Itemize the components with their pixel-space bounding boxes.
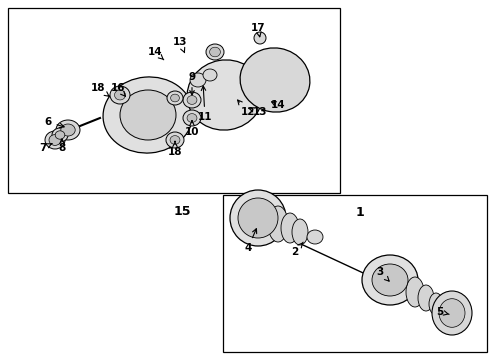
Ellipse shape: [103, 77, 193, 153]
Ellipse shape: [167, 91, 183, 105]
Ellipse shape: [206, 44, 224, 60]
Text: 11: 11: [198, 86, 212, 122]
Ellipse shape: [183, 110, 201, 126]
Ellipse shape: [166, 132, 184, 148]
Ellipse shape: [203, 69, 217, 81]
Ellipse shape: [240, 48, 310, 112]
Text: 9: 9: [189, 72, 196, 95]
Text: 16: 16: [111, 83, 125, 96]
Ellipse shape: [432, 291, 472, 335]
Text: 10: 10: [185, 121, 199, 137]
Ellipse shape: [307, 230, 323, 244]
Bar: [223, 195, 487, 352]
Text: 4: 4: [245, 229, 257, 253]
Ellipse shape: [210, 47, 220, 57]
Text: 6: 6: [45, 117, 64, 128]
Text: 3: 3: [376, 267, 389, 281]
Ellipse shape: [238, 198, 278, 238]
Ellipse shape: [418, 285, 434, 311]
Ellipse shape: [281, 213, 299, 243]
Ellipse shape: [230, 190, 286, 246]
Ellipse shape: [372, 264, 408, 296]
Ellipse shape: [120, 90, 176, 140]
Text: 2: 2: [292, 242, 303, 257]
Ellipse shape: [187, 96, 197, 104]
Ellipse shape: [56, 120, 80, 140]
Text: 1: 1: [356, 206, 365, 219]
Ellipse shape: [362, 255, 418, 305]
Text: 12: 12: [238, 100, 255, 117]
Ellipse shape: [187, 60, 263, 130]
Text: 18: 18: [91, 83, 109, 96]
Ellipse shape: [190, 73, 206, 87]
Ellipse shape: [429, 293, 443, 315]
Ellipse shape: [406, 277, 424, 307]
Ellipse shape: [61, 124, 75, 136]
Ellipse shape: [292, 219, 308, 245]
Ellipse shape: [183, 92, 201, 108]
Text: 13: 13: [173, 37, 187, 53]
Text: 7: 7: [39, 143, 52, 153]
Text: 8: 8: [58, 139, 66, 153]
Text: 18: 18: [168, 141, 182, 157]
Bar: [8, 8, 340, 193]
Ellipse shape: [110, 86, 130, 104]
Ellipse shape: [439, 299, 465, 327]
Ellipse shape: [170, 136, 180, 144]
Text: 15: 15: [173, 205, 191, 218]
Text: 17: 17: [251, 23, 265, 37]
Ellipse shape: [55, 131, 65, 139]
Ellipse shape: [49, 135, 61, 145]
Ellipse shape: [187, 114, 197, 122]
Ellipse shape: [52, 128, 68, 142]
Text: 13: 13: [249, 107, 267, 117]
Text: 14: 14: [147, 47, 164, 60]
Ellipse shape: [115, 90, 125, 100]
Ellipse shape: [171, 94, 179, 102]
Ellipse shape: [268, 206, 288, 242]
Ellipse shape: [45, 131, 65, 149]
Text: 5: 5: [437, 307, 449, 317]
Text: 14: 14: [270, 100, 285, 110]
Circle shape: [254, 32, 266, 44]
